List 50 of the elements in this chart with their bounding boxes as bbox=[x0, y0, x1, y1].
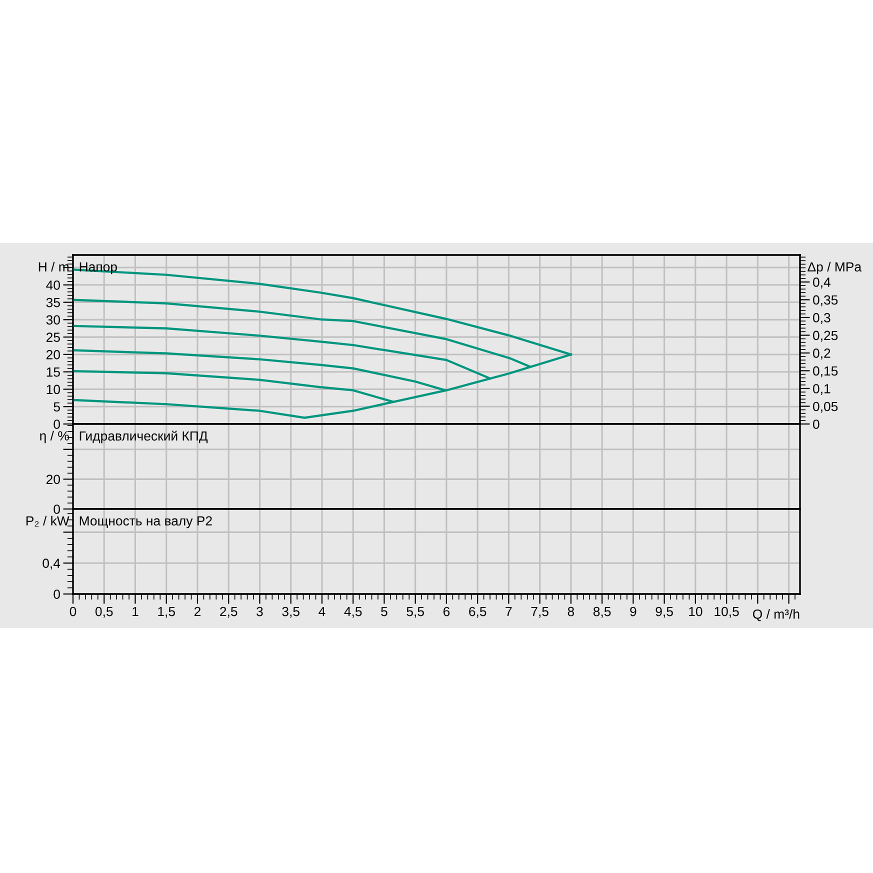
x-tick-label: 9,5 bbox=[656, 606, 673, 618]
annotation: Мощность на валу P2 bbox=[80, 516, 212, 528]
y-tick-label: 0 bbox=[54, 420, 60, 429]
y-tick-label: 5 bbox=[54, 402, 60, 412]
y2-tick-label: 0,3 bbox=[813, 313, 830, 324]
x-tick-label: 5 bbox=[381, 606, 388, 616]
y-tick-label: 20 bbox=[46, 350, 60, 360]
x-tick-label: 7,5 bbox=[531, 606, 548, 618]
y-tick-label: 0,4 bbox=[42, 558, 60, 570]
x-tick-label: 4,5 bbox=[344, 606, 362, 618]
x-tick-label: 3,5 bbox=[282, 606, 300, 618]
y-tick-label: 15 bbox=[46, 368, 60, 377]
x-tick-label: 4 bbox=[318, 606, 326, 616]
y-tick-label: 40 bbox=[46, 280, 60, 290]
y-tick-label: 35 bbox=[46, 298, 60, 308]
y-tick-label: 0 bbox=[54, 504, 60, 514]
y-tick-label: 25 bbox=[46, 332, 60, 342]
y-tick-label: 30 bbox=[46, 315, 60, 325]
x-tick-label: 10 bbox=[689, 606, 702, 616]
y2-tick-label: 0,4 bbox=[813, 278, 830, 288]
x-tick-label: 7 bbox=[506, 606, 512, 616]
y2-axis-title: Δp / MPa bbox=[808, 262, 862, 274]
y2-tick-label: 0,25 bbox=[813, 330, 838, 342]
x-tick-label: 1,5 bbox=[158, 606, 175, 618]
x-axis-title: Q / m³/h bbox=[752, 609, 800, 622]
y2-tick-label: 0,05 bbox=[813, 402, 838, 413]
x-tick-label: 0 bbox=[70, 606, 76, 616]
y2-tick-label: 0,15 bbox=[813, 366, 838, 378]
x-tick-label: 6,5 bbox=[469, 606, 486, 618]
x-tick-label: 9 bbox=[630, 606, 636, 616]
y2-tick-label: 0,2 bbox=[813, 348, 830, 360]
y-tick-label: 20 bbox=[46, 474, 60, 484]
x-tick-label: 3 bbox=[256, 606, 263, 616]
x-tick-label: 1 bbox=[132, 606, 138, 616]
x-tick-label: 5,5 bbox=[406, 606, 424, 618]
y-tick-label: 10 bbox=[46, 384, 60, 394]
y-axis-title: η / % bbox=[40, 430, 69, 444]
x-tick-label: 6 bbox=[443, 606, 450, 616]
x-tick-label: 0,5 bbox=[95, 606, 113, 618]
y-tick-label: 0 bbox=[54, 590, 60, 599]
x-tick-label: 8 bbox=[568, 606, 574, 616]
y2-tick-label: 0,1 bbox=[813, 384, 830, 395]
y2-tick-label: 0 bbox=[813, 420, 820, 429]
y-axis-title: P₂ / kW bbox=[26, 516, 70, 527]
x-tick-label: 2 bbox=[194, 606, 200, 616]
annotation: Гидравлический КПД bbox=[80, 430, 208, 444]
x-tick-label: 2,5 bbox=[220, 606, 238, 618]
y2-tick-label: 0,35 bbox=[813, 295, 838, 306]
x-tick-label: 8,5 bbox=[593, 606, 611, 618]
x-tick-label: 10,5 bbox=[714, 606, 739, 618]
